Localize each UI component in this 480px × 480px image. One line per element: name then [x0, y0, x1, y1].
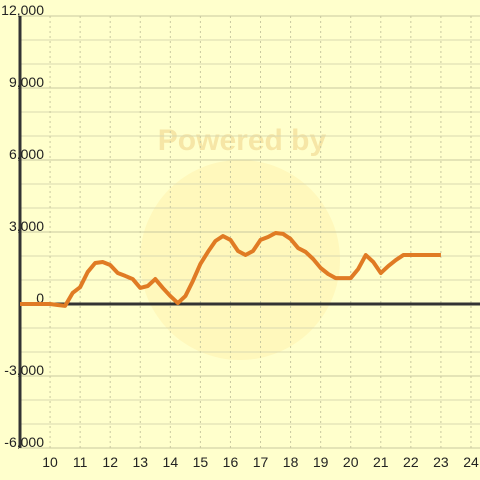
x-tick-label: 21	[373, 454, 389, 470]
x-tick-label: 11	[73, 454, 88, 470]
y-tick-label: 6,000	[9, 146, 44, 162]
x-tick-label: 12	[102, 454, 118, 470]
x-tick-label: 14	[163, 454, 179, 470]
x-tick-label: 23	[433, 454, 449, 470]
x-tick-label: 17	[253, 454, 269, 470]
y-tick-label: 3,000	[9, 218, 44, 234]
data-line	[20, 230, 441, 308]
watermark-logo	[140, 160, 340, 360]
x-tick-label: 16	[223, 454, 239, 470]
watermark: Powered by	[158, 124, 327, 157]
x-tick-label: 10	[42, 454, 58, 470]
x-tick-label: 24	[463, 454, 479, 470]
x-tick-label: 13	[132, 454, 148, 470]
y-tick-label: 0	[36, 290, 44, 306]
y-tick-label: 9,000	[9, 74, 44, 90]
x-tick-label: 15	[193, 454, 209, 470]
x-tick-label: 19	[313, 454, 329, 470]
x-tick-label: 20	[343, 454, 359, 470]
x-tick-label: 22	[403, 454, 419, 470]
y-tick-label: -6,000	[4, 434, 44, 450]
y-tick-label: 12,000	[1, 2, 44, 18]
x-tick-label: 18	[283, 454, 299, 470]
y-tick-label: -3,000	[4, 362, 44, 378]
